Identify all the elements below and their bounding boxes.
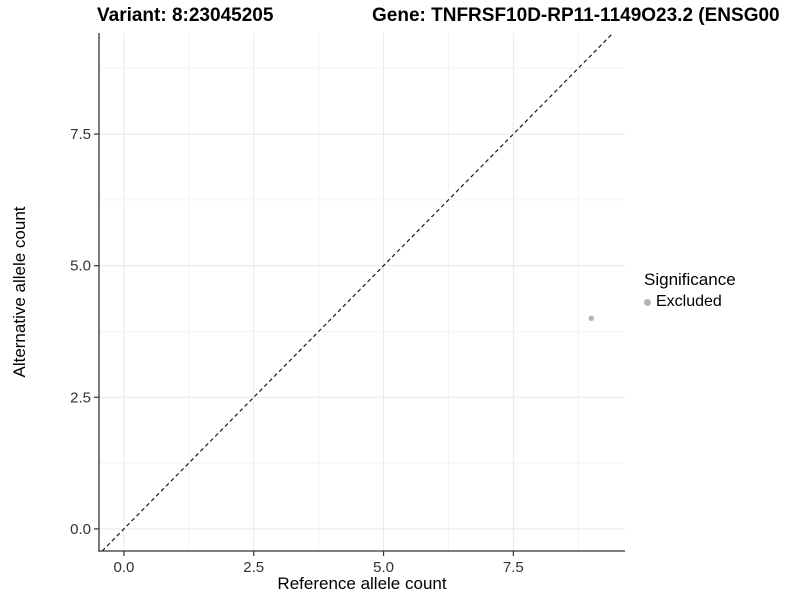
legend-title: Significance bbox=[644, 270, 736, 289]
data-point bbox=[588, 315, 594, 322]
identity-line bbox=[101, 32, 614, 552]
x-tick-label: 5.0 bbox=[373, 559, 394, 576]
gene-title: Gene: TNFRSF10D-RP11-1149O23.2 (ENSG00 bbox=[372, 5, 780, 26]
y-axis-label: Alternative allele count bbox=[10, 206, 29, 378]
x-axis-label: Reference allele count bbox=[277, 574, 447, 593]
legend: Significance Excluded bbox=[644, 270, 736, 311]
variant-title: Variant: 8:23045205 bbox=[97, 5, 274, 26]
x-tick-label: 0.0 bbox=[113, 559, 134, 576]
x-tick-label: 7.5 bbox=[503, 559, 524, 576]
y-tick-label: 0.0 bbox=[70, 521, 91, 538]
y-tick-label: 7.5 bbox=[70, 126, 91, 143]
x-tick-label: 2.5 bbox=[243, 559, 264, 576]
legend-point-icon bbox=[644, 298, 651, 306]
legend-item: Excluded bbox=[644, 293, 736, 311]
y-tick-label: 5.0 bbox=[70, 258, 91, 275]
legend-item-label: Excluded bbox=[656, 293, 722, 310]
y-tick-label: 2.5 bbox=[70, 389, 91, 406]
